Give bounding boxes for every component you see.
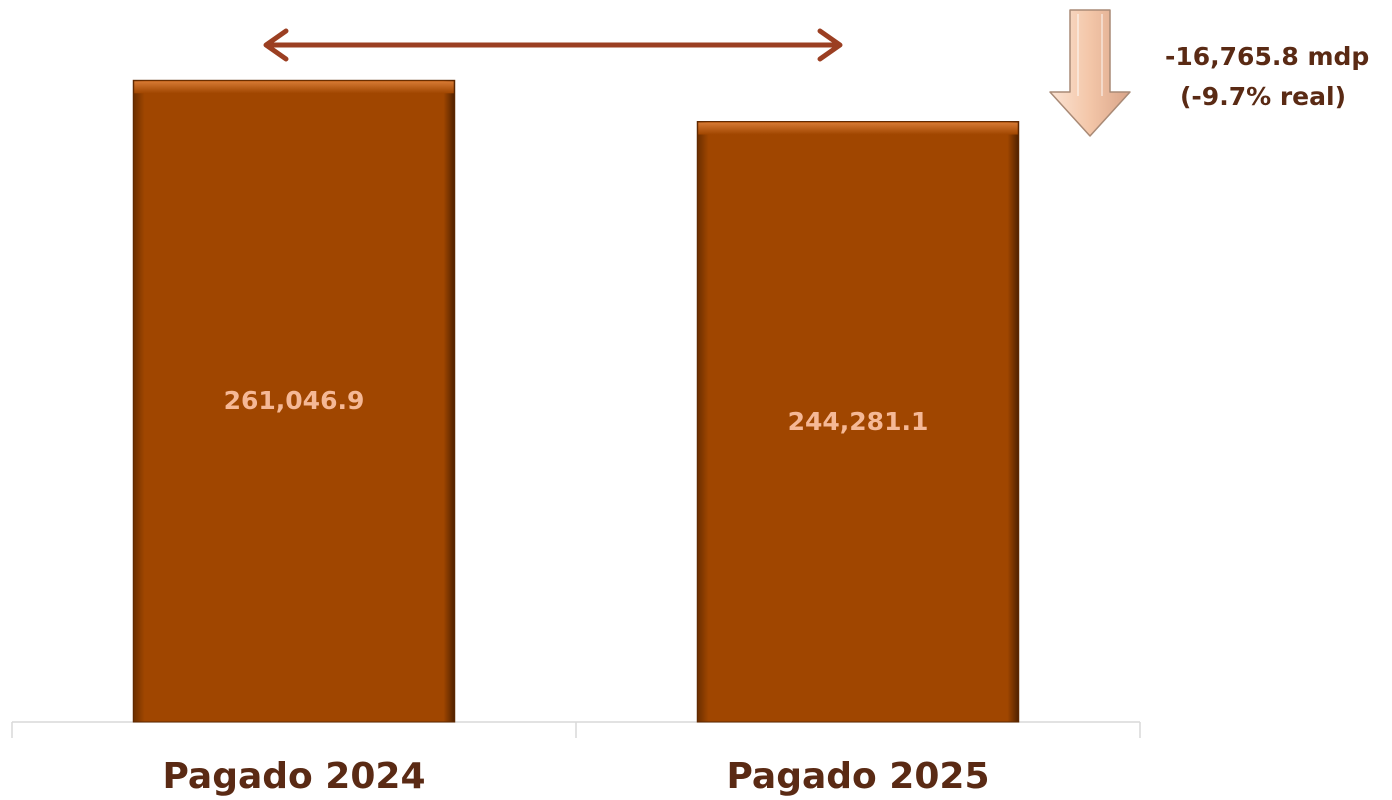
bar-1 — [132, 79, 456, 723]
category-label: Pagado 2025 — [726, 756, 989, 797]
bar-1-top-bevel — [134, 81, 454, 94]
change-annotation-percent: (-9.7% real) — [1180, 82, 1346, 111]
change-annotation-amount: -16,765.8 mdp — [1165, 42, 1369, 71]
bar-value-label: 244,281.1 — [788, 407, 929, 436]
bar-2-top-bevel — [698, 122, 1018, 135]
bar-2 — [696, 121, 1020, 723]
down-arrow-icon — [1049, 9, 1131, 137]
category-label: Pagado 2024 — [162, 756, 425, 797]
bar-value-label: 261,046.9 — [224, 386, 365, 415]
comparison-double-arrow — [263, 28, 843, 62]
